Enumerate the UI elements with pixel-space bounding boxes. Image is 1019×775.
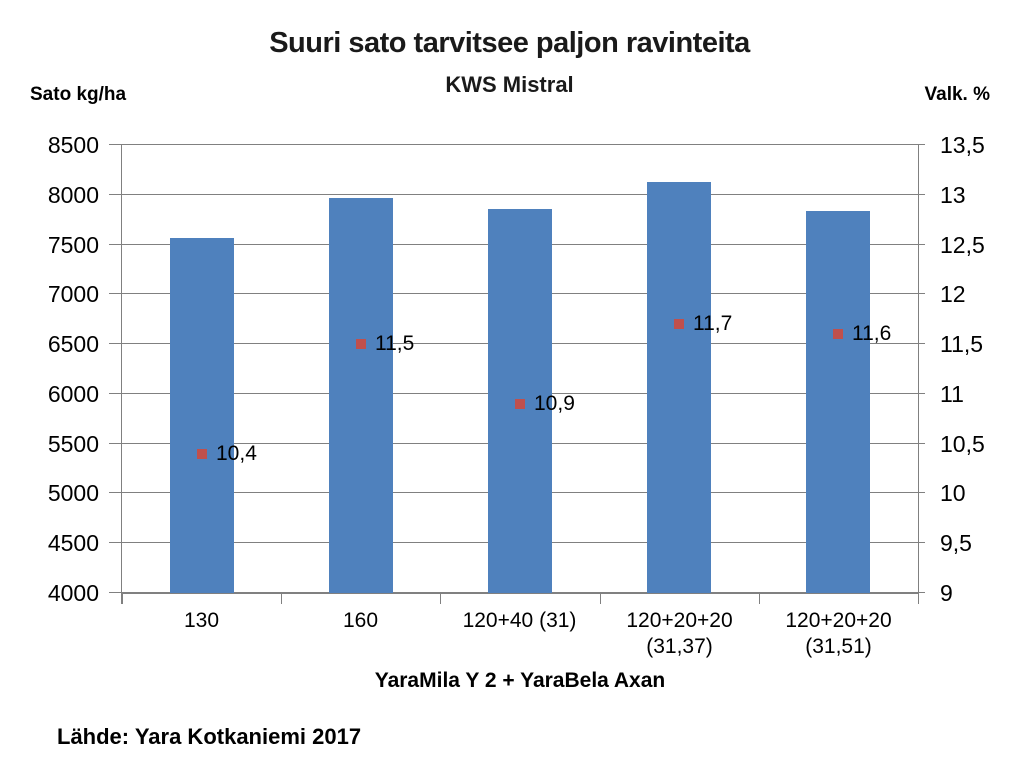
- right-axis-tick-label: 13,5: [940, 132, 985, 158]
- left-axis-tick-label: 7000: [47, 281, 99, 307]
- left-axis-tick: [109, 393, 122, 394]
- protein-data-label: 11,6: [852, 322, 892, 345]
- protein-marker: [356, 339, 366, 349]
- right-axis-tick-label: 10,5: [940, 431, 985, 457]
- protein-data-label: 10,9: [534, 392, 575, 415]
- x-axis-tick: [759, 593, 760, 604]
- right-axis-tick-label: 13: [940, 182, 966, 208]
- left-axis-tick: [109, 293, 122, 294]
- bar-130: [170, 238, 234, 593]
- chart-subtitle: KWS Mistral: [445, 72, 574, 97]
- bottom-axis-line: [122, 593, 919, 594]
- left-axis-tick-label: 4000: [47, 580, 99, 606]
- x-axis-category-label: 120+20+20 (31,37): [626, 609, 733, 658]
- left-axis-tick: [109, 343, 122, 344]
- protein-marker: [197, 449, 207, 459]
- protein-marker: [833, 329, 843, 339]
- bar-120+20+20 (31,37): [647, 182, 711, 593]
- protein-marker: [674, 319, 684, 329]
- x-axis-tick: [281, 593, 282, 604]
- right-axis-tick-label: 9,5: [940, 530, 972, 556]
- left-axis-tick-label: 7500: [47, 232, 99, 258]
- x-axis-category-label: 120+20+20 (31,51): [785, 609, 892, 658]
- gridline: [122, 194, 918, 195]
- left-axis-line: [121, 145, 122, 604]
- right-axis-tick-label: 10: [940, 480, 966, 506]
- x-axis-tick: [440, 593, 441, 604]
- right-axis-tick-label: 11: [940, 381, 964, 407]
- right-axis-line: [918, 145, 919, 593]
- protein-data-label: 11,5: [375, 332, 415, 355]
- bar-160: [329, 198, 393, 593]
- x-axis-tick: [122, 593, 123, 604]
- left-axis-tick: [109, 492, 122, 493]
- right-axis-tick-label: 11,5: [940, 331, 984, 357]
- right-axis-title: Valk. %: [924, 84, 991, 105]
- right-axis-tick-label: 9: [940, 580, 953, 606]
- protein-data-label: 11,7: [693, 312, 733, 335]
- left-axis-tick: [109, 592, 122, 593]
- right-axis-tick: [911, 144, 925, 145]
- right-axis-tick-label: 12,5: [940, 232, 985, 258]
- x-axis-category-label: 130: [183, 609, 220, 632]
- left-axis-tick: [109, 194, 122, 195]
- left-axis-tick-label: 5500: [47, 431, 99, 457]
- left-axis-tick: [109, 144, 122, 145]
- left-axis-tick-label: 6500: [47, 331, 99, 357]
- left-axis-tick-label: 6000: [47, 381, 99, 407]
- x-axis-tick: [600, 593, 601, 604]
- protein-marker: [515, 399, 525, 409]
- left-axis-tick-label: 8000: [47, 182, 99, 208]
- gridline: [122, 144, 918, 145]
- left-axis-title: Sato kg/ha: [30, 84, 127, 105]
- source-note: Lähde: Yara Kotkaniemi 2017: [57, 724, 362, 749]
- x-axis-category-label: 120+40 (31): [462, 609, 577, 632]
- left-axis-tick: [109, 244, 122, 245]
- x-axis-title: YaraMila Y 2 + YaraBela Axan: [374, 669, 666, 692]
- x-axis-category-label: 160: [342, 609, 379, 632]
- left-axis-tick: [109, 542, 122, 543]
- left-axis-tick: [109, 443, 122, 444]
- x-axis-tick: [918, 593, 919, 604]
- chart-title: Suuri sato tarvitsee paljon ravinteita: [269, 27, 750, 59]
- left-axis-tick-label: 8500: [47, 132, 99, 158]
- protein-data-label: 10,4: [216, 442, 257, 465]
- left-axis-tick-label: 4500: [47, 530, 99, 556]
- right-axis-tick-label: 12: [940, 281, 966, 307]
- bar-120+20+20 (31,51): [806, 211, 870, 593]
- left-axis-tick-label: 5000: [47, 480, 99, 506]
